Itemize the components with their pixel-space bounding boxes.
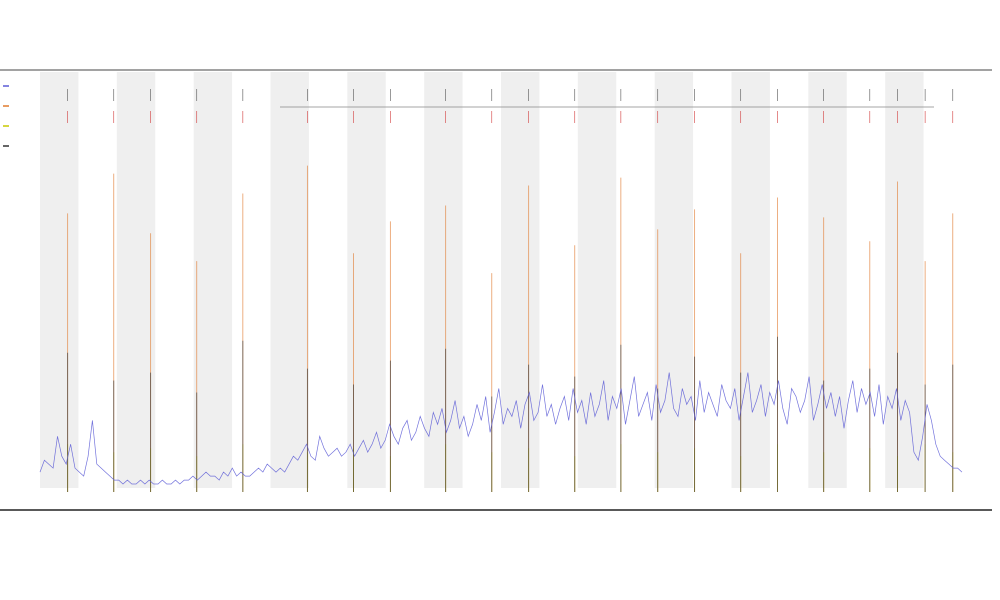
background-band	[40, 72, 79, 488]
series-line	[39, 372, 963, 485]
background-band	[193, 72, 233, 488]
background-band	[424, 72, 463, 488]
background-band	[501, 72, 540, 488]
spike-series	[67, 165, 954, 492]
line-series	[39, 372, 963, 485]
background-band	[577, 72, 617, 488]
annotation-rows	[67, 89, 954, 123]
background-band	[808, 72, 847, 488]
background-band	[270, 72, 309, 488]
background-band	[731, 72, 770, 488]
background-bands	[40, 72, 924, 488]
background-band	[116, 72, 156, 488]
background-band	[654, 72, 694, 488]
background-band	[885, 72, 924, 488]
axes	[0, 69, 992, 511]
chart-legend	[3, 85, 9, 147]
